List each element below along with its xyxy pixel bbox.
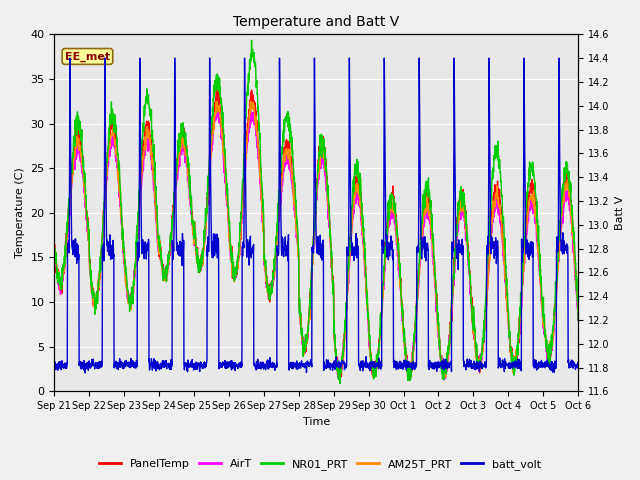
Y-axis label: Temperature (C): Temperature (C) (15, 168, 25, 258)
Text: EE_met: EE_met (65, 51, 110, 61)
Y-axis label: Batt V: Batt V (615, 196, 625, 230)
Title: Temperature and Batt V: Temperature and Batt V (233, 15, 399, 29)
Legend: PanelTemp, AirT, NR01_PRT, AM25T_PRT, batt_volt: PanelTemp, AirT, NR01_PRT, AM25T_PRT, ba… (94, 455, 546, 474)
X-axis label: Time: Time (303, 417, 330, 427)
